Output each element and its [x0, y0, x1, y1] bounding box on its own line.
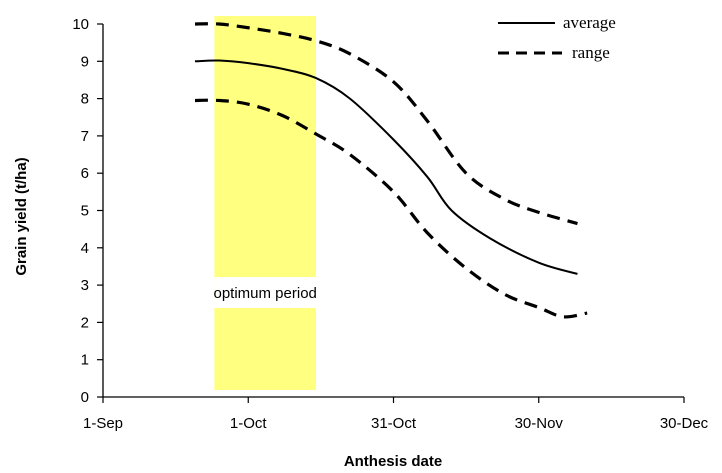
legend-label-range: range — [572, 43, 610, 62]
x-tick-label: 30-Nov — [515, 415, 564, 432]
series-line-range-1 — [194, 22, 578, 226]
y-tick-label: 2 — [81, 314, 89, 331]
y-tick-label: 10 — [72, 16, 89, 33]
x-tick-label: 1-Sep — [83, 415, 123, 432]
x-ticks: 1-Sep 1-Oct 31-Oct 30-Nov 30-Dec — [83, 397, 709, 432]
y-tick-label: 7 — [81, 128, 89, 145]
series-line-average-0 — [194, 59, 578, 275]
optimum-period-label: optimum period — [214, 285, 317, 302]
y-tick-label: 3 — [81, 277, 89, 294]
annotation-background — [214, 277, 317, 308]
legend-label-average: average — [563, 13, 616, 32]
y-tick-label: 8 — [81, 91, 89, 108]
y-tick-label: 0 — [81, 389, 89, 406]
y-tick-label: 5 — [81, 203, 89, 220]
y-axis-title: Grain yield (t/ha) — [13, 157, 30, 275]
series-group — [194, 22, 588, 319]
legend: average range — [498, 13, 616, 62]
x-axis-title: Anthesis date — [344, 453, 442, 470]
y-tick-label: 9 — [81, 53, 89, 70]
x-tick-label: 31-Oct — [371, 415, 417, 432]
x-tick-label: 1-Oct — [230, 415, 268, 432]
y-tick-label: 4 — [81, 240, 89, 257]
series-line-range-2 — [194, 98, 588, 319]
y-tick-label: 1 — [81, 352, 89, 369]
x-tick-label: 30-Dec — [660, 415, 709, 432]
y-ticks: 0 1 2 3 4 5 6 7 8 9 10 — [72, 16, 103, 406]
y-tick-label: 6 — [81, 165, 89, 182]
optimum-period-highlight — [214, 16, 317, 390]
